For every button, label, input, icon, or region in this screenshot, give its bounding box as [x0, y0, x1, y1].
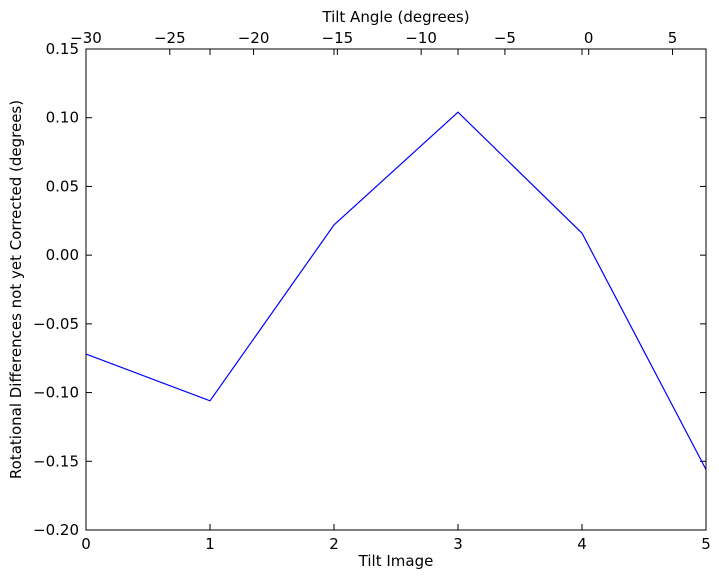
y-tick-label: −0.20 [33, 521, 79, 539]
x2-axis-label: Tilt Angle (degrees) [321, 8, 469, 26]
x-tick-label: 4 [577, 535, 587, 553]
x-tick-label: 2 [329, 535, 339, 553]
x-axis-label: Tilt Image [358, 552, 434, 570]
x2-tick-label: −5 [494, 29, 516, 47]
x2-tick-label: 5 [668, 29, 678, 47]
x2-tick-label: −15 [322, 29, 354, 47]
y-tick-label: −0.05 [33, 315, 79, 333]
x2-tick-label: −20 [238, 29, 270, 47]
x2-tick-label: −10 [405, 29, 437, 47]
x-tick-label: 3 [453, 535, 463, 553]
y-tick-label: −0.15 [33, 452, 79, 470]
y-tick-label: 0.15 [46, 40, 79, 58]
x-tick-label: 5 [701, 535, 711, 553]
y-tick-label: −0.10 [33, 384, 79, 402]
x2-tick-label: 0 [584, 29, 594, 47]
x2-tick-label: −25 [154, 29, 186, 47]
x-tick-label: 0 [81, 535, 91, 553]
x-tick-label: 1 [205, 535, 215, 553]
y-tick-label: 0.10 [46, 109, 79, 127]
y-tick-label: 0.00 [46, 246, 79, 264]
y-axis-label: Rotational Differences not yet Corrected… [7, 100, 25, 479]
y-tick-label: 0.05 [46, 177, 79, 195]
